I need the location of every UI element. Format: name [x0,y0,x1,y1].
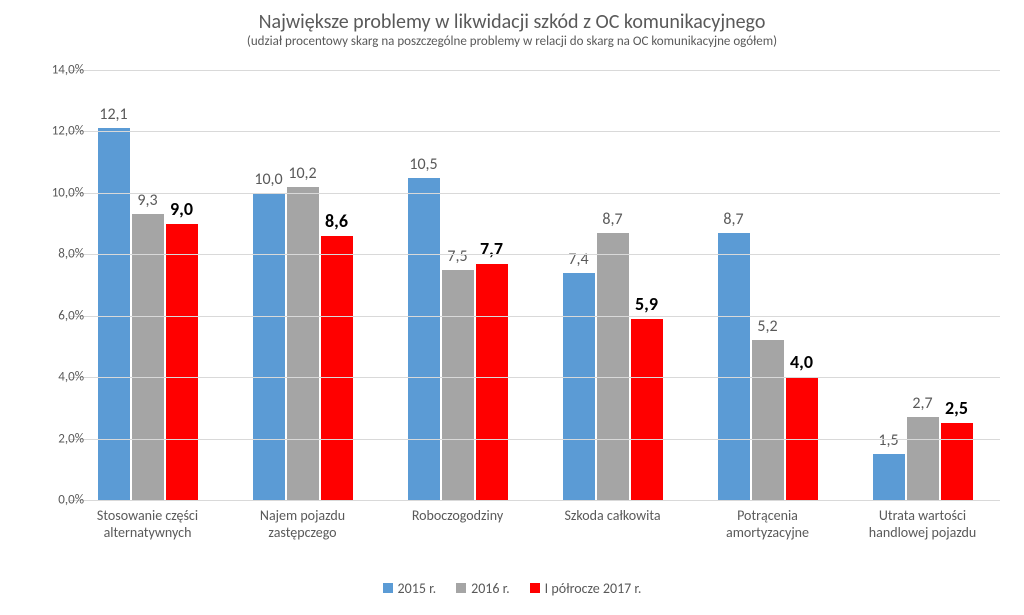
legend-item: 2015 r. [383,580,437,597]
bar: 9,3 [132,214,164,500]
bars-wrap: 1,52,72,5 [872,70,974,500]
chart-title-block: Największe problemy w likwidacji szkód z… [0,10,1024,49]
bar-groups: 12,19,39,010,010,28,610,57,57,77,48,75,9… [70,70,1000,500]
bar: 9,0 [166,224,198,500]
bar-value-label: 8,6 [325,210,348,236]
bar-value-label: 7,7 [480,238,503,264]
bar: 10,0 [253,193,285,500]
bar-value-label: 9,3 [137,191,157,214]
chart-title: Największe problemy w likwidacji szkód z… [0,10,1024,34]
bars-wrap: 10,010,28,6 [252,70,354,500]
bar-value-label: 7,4 [568,250,588,273]
bar: 2,5 [941,423,973,500]
chart-subtitle: (udział procentowy skarg na poszczególne… [0,34,1024,49]
bar: 10,5 [408,178,440,501]
y-tick-label: 6,0% [29,308,84,323]
legend: 2015 r. 2016 r. I półrocze 2017 r. [0,580,1024,598]
legend-swatch [530,583,540,593]
bar: 8,7 [718,233,750,500]
x-category-label: Najem pojazduzastępczego [225,504,380,542]
bar-value-label: 12,1 [99,105,127,128]
chart-container: Największe problemy w likwidacji szkód z… [0,0,1024,615]
bar-group: 10,010,28,6 [225,70,380,500]
bar: 12,1 [98,128,130,500]
gridline [70,377,1000,378]
bar: 5,2 [752,340,784,500]
y-tick-label: 2,0% [29,431,84,446]
bar-value-label: 2,7 [912,394,932,417]
bar: 1,5 [873,454,905,500]
bar: 8,6 [321,236,353,500]
bar-group: 10,57,57,7 [380,70,535,500]
bar-value-label: 10,2 [288,164,316,187]
y-tick-label: 14,0% [29,63,84,78]
bar: 5,9 [631,319,663,500]
x-category-label: Utrata wartościhandlowej pojazdu [845,504,1000,542]
bar-group: 7,48,75,9 [535,70,690,500]
bar-value-label: 8,7 [602,210,622,233]
y-tick-label: 4,0% [29,370,84,385]
gridline [70,193,1000,194]
bar-value-label: 7,5 [447,247,467,270]
bar: 2,7 [907,417,939,500]
legend-label: 2016 r. [471,580,510,597]
gridline [70,316,1000,317]
bar-value-label: 5,2 [757,317,777,340]
bar-value-label: 2,5 [945,397,968,423]
gridline [70,500,1000,501]
bar-group: 8,75,24,0 [690,70,845,500]
legend-label: I półrocze 2017 r. [545,580,642,597]
gridline [70,439,1000,440]
bar-group: 12,19,39,0 [70,70,225,500]
legend-label: 2015 r. [398,580,437,597]
bars-wrap: 10,57,57,7 [407,70,509,500]
x-category-label: Szkoda całkowita [535,504,690,542]
bar: 8,7 [597,233,629,500]
bar-value-label: 10,0 [254,170,282,193]
bars-wrap: 8,75,24,0 [717,70,819,500]
legend-swatch [383,583,393,593]
bar-value-label: 8,7 [723,210,743,233]
legend-swatch [456,583,466,593]
x-category-label: Stosowanie częścialternatywnych [70,504,225,542]
y-tick-label: 8,0% [29,247,84,262]
gridline [70,254,1000,255]
gridline [70,70,1000,71]
y-tick-label: 10,0% [29,185,84,200]
gridline [70,131,1000,132]
bar: 7,4 [563,273,595,500]
bar-value-label: 10,5 [409,155,437,178]
bar: 7,5 [442,270,474,500]
legend-item: 2016 r. [456,580,510,597]
legend-item: I półrocze 2017 r. [530,580,642,597]
bar-value-label: 9,0 [170,198,193,224]
bar-value-label: 4,0 [790,351,813,377]
x-category-label: Roboczogodziny [380,504,535,542]
bar: 10,2 [287,187,319,500]
bars-wrap: 12,19,39,0 [97,70,199,500]
bar: 7,7 [476,264,508,501]
x-category-label: Potrąceniaamortyzacyjne [690,504,845,542]
bar-value-label: 1,5 [878,431,898,454]
y-tick-label: 12,0% [29,124,84,139]
bar-group: 1,52,72,5 [845,70,1000,500]
plot-area: 12,19,39,010,010,28,610,57,57,77,48,75,9… [70,70,1000,500]
x-axis-labels: Stosowanie częścialternatywnychNajem poj… [70,504,1000,542]
bars-wrap: 7,48,75,9 [562,70,664,500]
